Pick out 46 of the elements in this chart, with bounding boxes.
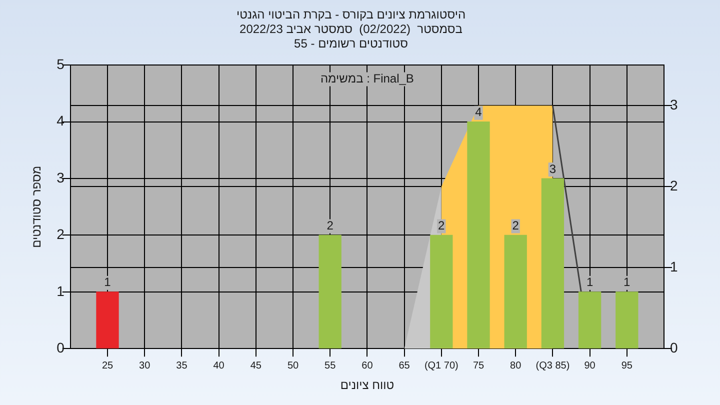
x-tick-label: (Q3 85)	[536, 360, 570, 372]
y2-tick-label: 2	[670, 178, 678, 194]
bar	[541, 178, 564, 348]
y2-tick-label: 0	[670, 339, 678, 356]
data-label: 2	[438, 218, 446, 233]
x-tick-label: 80	[510, 360, 522, 372]
bar	[318, 234, 342, 348]
x-tick-label: 95	[621, 360, 633, 372]
x-tick-label: (Q1 70)	[424, 360, 458, 372]
x-tick-label: 45	[250, 360, 262, 372]
y-axis-title: מספר סטודנטים	[30, 166, 44, 248]
x-tick-label: 35	[176, 360, 188, 372]
bar	[430, 234, 453, 348]
data-label: 2	[326, 218, 334, 233]
data-label: 1	[624, 275, 631, 290]
chart-subtitle: בסמסטר (02/2022) סמסטר אביב 2022/23 סטודנטים רשומים - 55	[240, 22, 462, 50]
x-tick-label: 65	[398, 360, 410, 372]
x-tick-label: 75	[472, 360, 484, 372]
y-tick-label: 0	[56, 339, 65, 356]
x-tick-label: 25	[102, 360, 114, 372]
x-tick-label: 30	[139, 360, 151, 372]
y-tick-label: 5	[56, 56, 65, 72]
bar	[504, 234, 527, 348]
x-tick-label: 90	[584, 360, 596, 372]
x-tick-label: 40	[213, 360, 225, 372]
x-axis-title: טווח ציונים	[340, 378, 394, 392]
data-label: 1	[586, 275, 594, 290]
data-label: 3	[549, 162, 556, 176]
data-label: 2	[512, 218, 520, 233]
y-tick-label: 3	[56, 169, 65, 186]
y-tick-label: 4	[56, 112, 65, 129]
bar	[616, 292, 638, 348]
x-tick-label: 60	[362, 360, 374, 372]
bar	[96, 292, 119, 348]
data-label: 1	[104, 275, 112, 290]
y-tick-label: 2	[56, 226, 65, 242]
bar	[467, 122, 490, 348]
y-tick-label: 1	[56, 282, 65, 299]
x-tick-label: 50	[287, 360, 299, 372]
y2-tick-label: 3	[670, 96, 678, 113]
bar	[578, 292, 602, 348]
chart-title: היסטוגרמת ציונים בקורס - בקרת הביטוי הגנטי	[236, 8, 466, 22]
data-label: 4	[475, 105, 482, 120]
annotation: במשימה : Final_B	[320, 72, 414, 86]
y2-tick-label: 1	[670, 258, 678, 274]
x-tick-label: 55	[324, 360, 336, 372]
